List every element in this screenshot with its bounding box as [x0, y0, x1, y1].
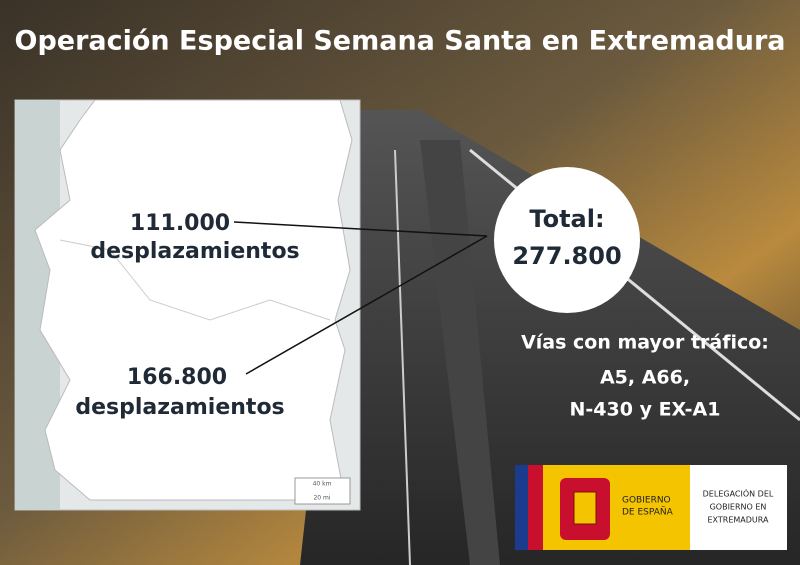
total-label: Total:: [529, 205, 604, 233]
region-label: desplazamientos: [90, 239, 299, 264]
title: Operación Especial Semana Santa en Extre…: [15, 26, 786, 57]
median: [420, 140, 500, 565]
flag-stripe: [528, 465, 543, 550]
map-border: [59, 239, 331, 321]
coat-shield: [573, 491, 597, 525]
logo-box: [690, 465, 787, 550]
logo-text: DELEGACIÓN DEL: [703, 488, 774, 499]
region-value: 166.800: [127, 365, 227, 390]
scale-label: 40 km: [313, 481, 332, 488]
total-value: 277.800: [512, 242, 621, 270]
map-region: [34, 99, 353, 501]
region-label: desplazamientos: [75, 395, 284, 420]
roads-heading: Vías con mayor tráfico:: [521, 332, 769, 354]
total-circle: [494, 167, 640, 313]
logo-text: EXTREMADURA: [708, 516, 770, 525]
map-scale: [294, 477, 351, 505]
road: [300, 110, 800, 565]
road-line: [394, 149, 411, 565]
roads-line: N-430 y EX-A1: [570, 399, 721, 421]
logo-text: DE ESPAÑA: [622, 507, 674, 518]
logo-text: GOBIERNO: [622, 496, 671, 506]
scale-label: 20 mi: [313, 495, 330, 502]
connector: [245, 235, 488, 375]
region-value: 111.000: [130, 211, 230, 236]
roads-line: A5, A66,: [600, 367, 690, 389]
connector: [233, 221, 488, 237]
logo-text: GOBIERNO EN: [710, 503, 767, 512]
